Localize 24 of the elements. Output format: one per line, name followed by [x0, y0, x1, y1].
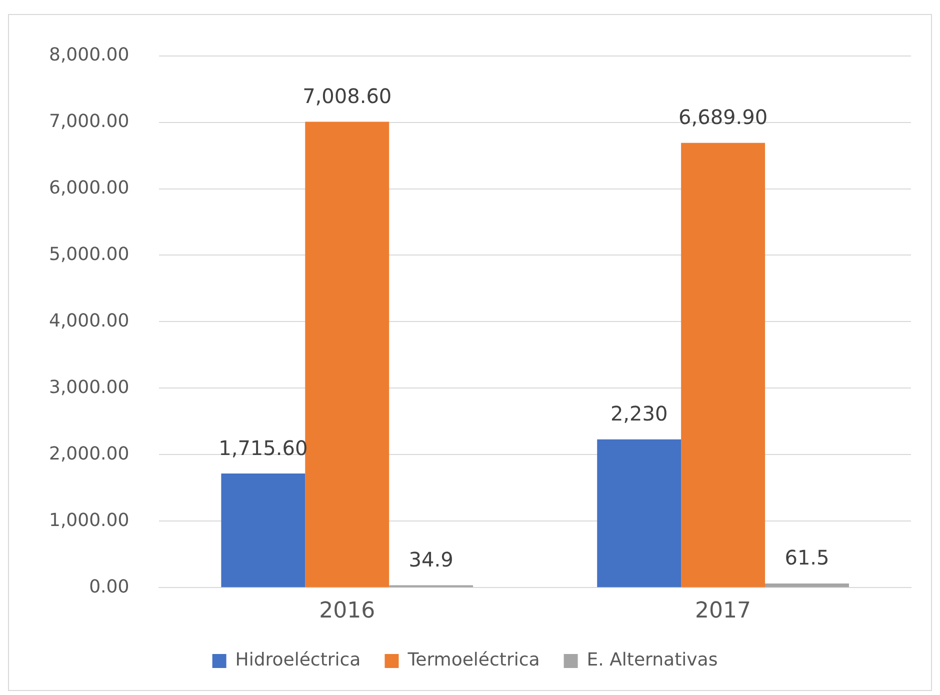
- x-tick-label: 2016: [319, 598, 376, 624]
- legend-label: E. Alternativas: [586, 650, 718, 671]
- data-label: 61.5: [784, 546, 830, 570]
- legend-label: Hidroeléctrica: [235, 650, 361, 671]
- legend-label: Termoeléctrica: [406, 650, 540, 671]
- y-tick-label: 8,000.00: [49, 44, 130, 66]
- y-tick-label: 0.00: [89, 576, 130, 598]
- y-tick-label: 7,000.00: [49, 110, 130, 132]
- bar: [221, 474, 306, 588]
- bar: [305, 122, 390, 588]
- y-tick-label: 3,000.00: [49, 376, 130, 398]
- y-tick-label: 2,000.00: [49, 443, 130, 464]
- y-tick-label: 6,000.00: [49, 177, 130, 198]
- x-tick-label: 2017: [695, 598, 752, 624]
- bar: [597, 439, 682, 588]
- data-label: 7,008.60: [302, 84, 392, 108]
- bar: [681, 142, 766, 588]
- y-tick-label: 5,000.00: [49, 244, 130, 265]
- data-label: 34.9: [408, 547, 454, 572]
- data-label: 2,230: [610, 402, 668, 426]
- data-label: 6,689.90: [678, 105, 768, 130]
- y-tick-label: 4,000.00: [49, 310, 130, 332]
- y-tick-label: 1,000.00: [49, 510, 130, 531]
- bar: [765, 584, 849, 588]
